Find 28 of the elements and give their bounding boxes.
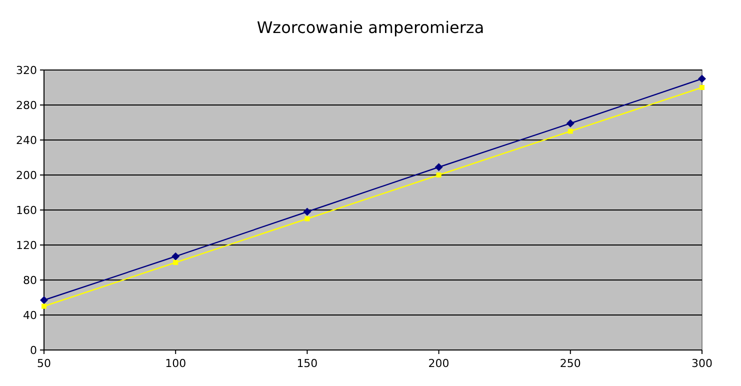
- y-tick-label: 0: [30, 344, 37, 357]
- point: [698, 74, 706, 83]
- y-tick-label: 280: [16, 99, 37, 112]
- x-tick-label: 50: [37, 357, 51, 370]
- y-tick-label: 40: [23, 309, 37, 322]
- point: [700, 85, 704, 90]
- y-tick-label: 320: [16, 64, 37, 77]
- point: [304, 216, 310, 222]
- point: [173, 260, 178, 265]
- point: [566, 119, 574, 128]
- y-tick-label: 200: [16, 169, 37, 182]
- y-tick-label: 120: [16, 239, 37, 252]
- point: [40, 296, 48, 304]
- y-tick-label: 160: [16, 204, 37, 217]
- y-tick-label: 240: [16, 134, 37, 147]
- x-tick-label: 300: [692, 357, 712, 370]
- point: [172, 252, 180, 260]
- point: [303, 208, 312, 216]
- point: [42, 304, 46, 309]
- y-tick-label: 80: [23, 274, 37, 287]
- x-tick-label: 250: [560, 357, 581, 370]
- x-tick-label: 100: [165, 357, 186, 370]
- x-tick-label: 200: [428, 357, 450, 370]
- chart-title: Wzorcowanie amperomierza: [256, 18, 484, 37]
- point: [568, 128, 573, 134]
- point: [436, 172, 442, 178]
- point: [434, 163, 443, 172]
- x-tick-label: 150: [296, 357, 318, 370]
